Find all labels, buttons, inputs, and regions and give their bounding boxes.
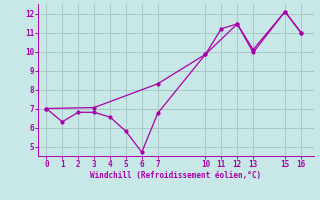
X-axis label: Windchill (Refroidissement éolien,°C): Windchill (Refroidissement éolien,°C) [91,171,261,180]
